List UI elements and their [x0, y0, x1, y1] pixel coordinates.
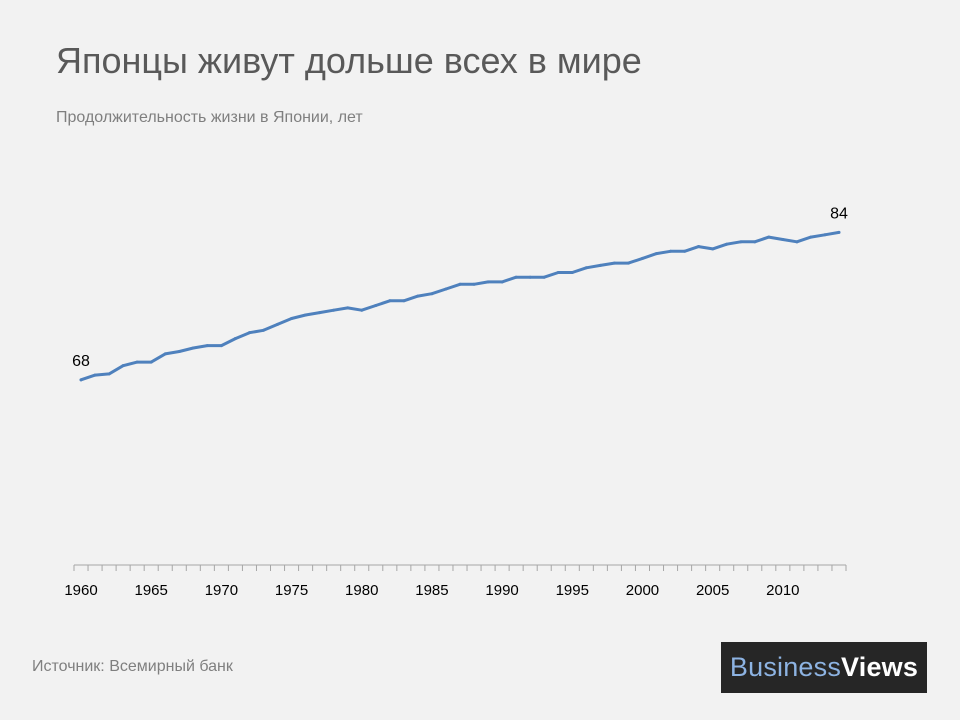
data-point	[149, 360, 153, 364]
x-tick-label: 1965	[135, 582, 168, 599]
data-point	[823, 233, 827, 237]
data-point	[163, 352, 167, 356]
data-point	[486, 280, 490, 284]
data-point	[514, 275, 518, 279]
x-tick-label: 2010	[766, 582, 799, 599]
x-tick-label: 1990	[485, 582, 518, 599]
data-point	[318, 311, 322, 315]
data-point	[781, 237, 785, 241]
data-point	[795, 240, 799, 244]
data-point	[374, 304, 378, 308]
data-point	[472, 282, 476, 286]
data-point	[205, 344, 209, 348]
x-tick-label: 1975	[275, 582, 308, 599]
data-point	[584, 266, 588, 270]
data-point	[261, 328, 265, 332]
data-point	[233, 337, 237, 341]
x-tick-label: 1960	[64, 582, 97, 599]
x-tick-label: 1995	[556, 582, 589, 599]
data-point	[430, 292, 434, 296]
data-point	[697, 245, 701, 249]
x-tick-label: 1970	[205, 582, 238, 599]
data-point	[570, 271, 574, 275]
data-label: 68	[72, 353, 90, 370]
data-point	[402, 299, 406, 303]
data-point	[739, 240, 743, 244]
data-point	[837, 230, 841, 234]
data-point	[191, 346, 195, 350]
brand-logo: Business Views	[721, 642, 927, 693]
data-point	[669, 249, 673, 253]
data-point	[556, 271, 560, 275]
chart-subtitle: Продолжительность жизни в Японии, лет	[56, 109, 363, 126]
source-note: Источник: Всемирный банк	[32, 658, 233, 675]
data-point	[219, 344, 223, 348]
data-point	[416, 294, 420, 298]
data-point	[655, 252, 659, 256]
data-point	[626, 261, 630, 265]
data-point	[332, 308, 336, 312]
data-point	[360, 308, 364, 312]
data-point	[767, 235, 771, 239]
data-point	[304, 313, 308, 317]
data-point	[458, 282, 462, 286]
data-point	[93, 373, 97, 377]
data-point	[725, 242, 729, 246]
data-point	[388, 299, 392, 303]
data-point	[528, 275, 532, 279]
x-tick-label: 1985	[415, 582, 448, 599]
data-point	[276, 322, 280, 326]
data-point	[640, 256, 644, 260]
data-point	[247, 331, 251, 335]
data-point	[500, 280, 504, 284]
chart-title: Японцы живут дольше всех в мире	[56, 40, 642, 81]
logo-business: Business	[729, 652, 842, 682]
data-point	[598, 263, 602, 267]
data-point	[753, 240, 757, 244]
data-point	[121, 364, 125, 368]
logo-views: Views	[841, 652, 919, 682]
data-point	[346, 306, 350, 310]
data-point	[177, 350, 181, 354]
data-point	[290, 317, 294, 321]
data-point	[683, 249, 687, 253]
data-label: 84	[830, 205, 848, 222]
x-tick-label: 1980	[345, 582, 378, 599]
data-point	[444, 287, 448, 291]
x-tick-label: 2000	[626, 582, 659, 599]
series-line	[79, 230, 841, 382]
data-point	[612, 261, 616, 265]
data-point	[809, 235, 813, 239]
data-point	[135, 360, 139, 364]
data-point	[79, 378, 83, 382]
data-point	[711, 247, 715, 251]
data-point	[542, 275, 546, 279]
data-point	[107, 372, 111, 376]
x-tick-label: 2005	[696, 582, 729, 599]
